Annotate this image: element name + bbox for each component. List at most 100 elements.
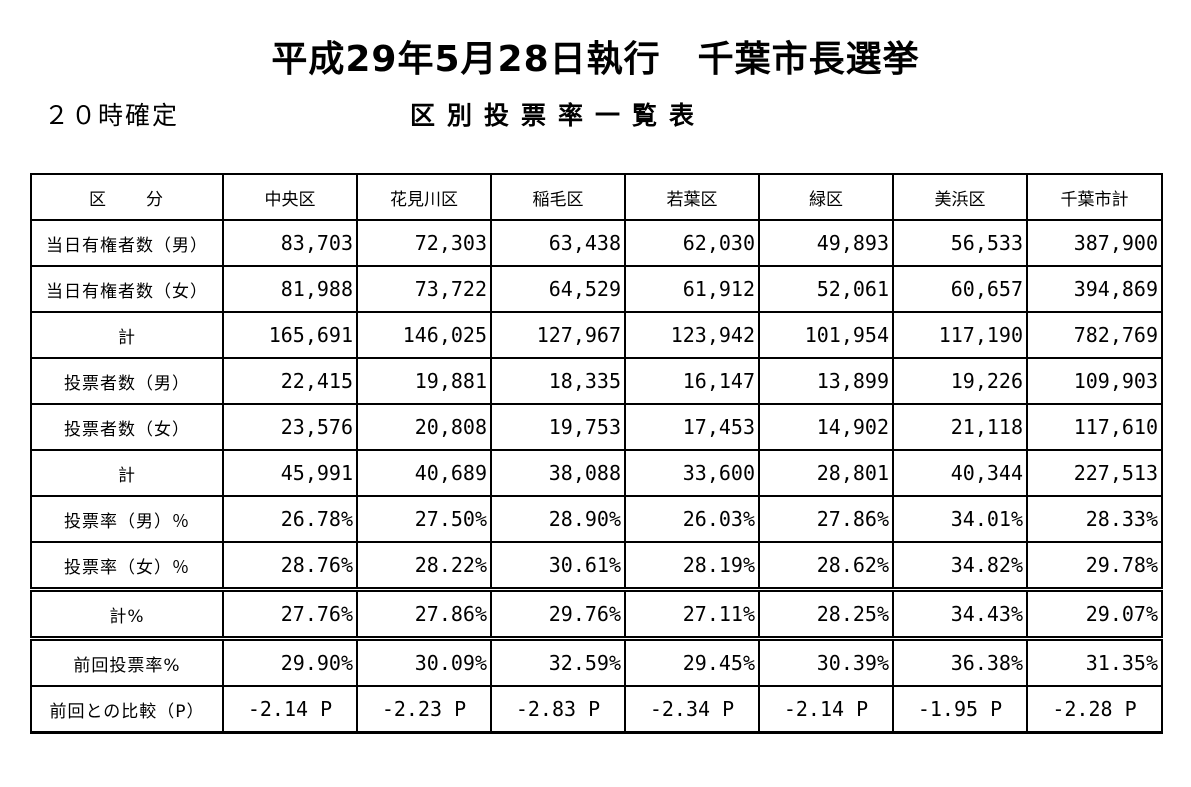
table-cell: 30.09% (356, 636, 492, 687)
table-row: 投票者数（女） 23,576 20,808 19,753 17,453 14,902 21,… (30, 403, 1163, 451)
column-header-inage: 稲毛区 (490, 173, 626, 221)
table-cell: 28.25% (758, 587, 894, 640)
column-header-wakaba: 若葉区 (624, 173, 760, 221)
table-cell: 27.86% (758, 495, 894, 543)
table-cell: 16,147 (624, 357, 760, 405)
table-cell: 146,025 (356, 311, 492, 359)
table-cell: 30.61% (490, 541, 626, 591)
table-cell: 31.35% (1026, 636, 1163, 687)
table-cell: 29.07% (1026, 587, 1163, 640)
table-cell: -2.28 P (1026, 685, 1163, 734)
row-label: 前回投票率% (30, 636, 224, 687)
table-cell: 28.33% (1026, 495, 1163, 543)
table-row: 当日有権者数（女） 81,988 73,722 64,529 61,912 52,061 6… (30, 265, 1163, 313)
table-row: 当日有権者数（男） 83,703 72,303 63,438 62,030 49,893 5… (30, 219, 1163, 267)
row-label: 投票率（男）％ (30, 495, 224, 543)
table-cell: 101,954 (758, 311, 894, 359)
table-cell: 29.45% (624, 636, 760, 687)
table-cell: 40,689 (356, 449, 492, 497)
table-cell: 19,226 (892, 357, 1028, 405)
table-cell: 28.90% (490, 495, 626, 543)
table-cell: 27.76% (222, 587, 358, 640)
table-cell: 17,453 (624, 403, 760, 451)
table-cell: 30.39% (758, 636, 894, 687)
table-cell: 49,893 (758, 219, 894, 267)
table-cell: -2.23 P (356, 685, 492, 734)
table-cell: 13,899 (758, 357, 894, 405)
table-cell: 109,903 (1026, 357, 1163, 405)
row-label: 投票者数（男） (30, 357, 224, 405)
table-cell: 72,303 (356, 219, 492, 267)
table-row: 投票者数（男） 22,415 19,881 18,335 16,147 13,899 19,… (30, 357, 1163, 405)
table-cell: 29.90% (222, 636, 358, 687)
table-cell: 33,600 (624, 449, 760, 497)
table-cell: 29.76% (490, 587, 626, 640)
table-cell: 782,769 (1026, 311, 1163, 359)
table-cell: 83,703 (222, 219, 358, 267)
table-row: 前回投票率% 29.90% 30.09% 32.59% 29.45% 30.39% 36.3… (30, 636, 1163, 687)
table-cell: 34.43% (892, 587, 1028, 640)
table-cell: 14,902 (758, 403, 894, 451)
row-label: 投票率（女）％ (30, 541, 224, 591)
row-label: 計% (30, 587, 224, 640)
table-cell: 34.82% (892, 541, 1028, 591)
table-cell: 81,988 (222, 265, 358, 313)
table-cell: -2.14 P (758, 685, 894, 734)
row-label: 当日有権者数（男） (30, 219, 224, 267)
table-cell: 19,753 (490, 403, 626, 451)
table-cell: 28.76% (222, 541, 358, 591)
table-cell: 45,991 (222, 449, 358, 497)
table-cell: 23,576 (222, 403, 358, 451)
table-cell: 64,529 (490, 265, 626, 313)
table-cell: 165,691 (222, 311, 358, 359)
table-cell: 63,438 (490, 219, 626, 267)
page-title: 平成29年5月28日執行 千葉市長選挙 (271, 39, 920, 80)
table-cell: 18,335 (490, 357, 626, 405)
column-header-mihama: 美浜区 (892, 173, 1028, 221)
table-cell: 227,513 (1026, 449, 1163, 497)
table-row: 投票率（女）％ 28.76% 28.22% 30.61% 28.19% 28.62% 34.… (30, 541, 1163, 591)
table-cell: 21,118 (892, 403, 1028, 451)
table-header-row: 区 分 中央区 花見川区 稲毛区 若葉区 緑区 美浜区 千葉市計 (30, 173, 1163, 221)
table-cell: 394,869 (1026, 265, 1163, 313)
row-label: 前回との比較（P） (30, 685, 224, 734)
table-cell: 22,415 (222, 357, 358, 405)
table-cell: 28.19% (624, 541, 760, 591)
table-cell: -1.95 P (892, 685, 1028, 734)
table-cell: 26.78% (222, 495, 358, 543)
table-cell: 28.62% (758, 541, 894, 591)
row-label: 計 (30, 311, 224, 359)
table-cell: 29.78% (1026, 541, 1163, 591)
table-cell: 117,190 (892, 311, 1028, 359)
table-cell: -2.83 P (490, 685, 626, 734)
table-cell: -2.34 P (624, 685, 760, 734)
table-cell: 56,533 (892, 219, 1028, 267)
table-row: 前回との比較（P） -2.14 P -2.23 P -2.83 P -2.34 P -2.… (30, 685, 1163, 734)
turnout-table: 区 分 中央区 花見川区 稲毛区 若葉区 緑区 美浜区 千葉市計 当日有権者数（… (30, 173, 1163, 734)
table-cell: 61,912 (624, 265, 760, 313)
table-cell: 387,900 (1026, 219, 1163, 267)
table-cell: 27.50% (356, 495, 492, 543)
table-cell: 28,801 (758, 449, 894, 497)
row-label: 投票者数（女） (30, 403, 224, 451)
row-label: 当日有権者数（女） (30, 265, 224, 313)
column-header-category: 区 分 (30, 173, 224, 221)
column-header-chuo: 中央区 (222, 173, 358, 221)
table-cell: 19,881 (356, 357, 492, 405)
table-cell: 27.86% (356, 587, 492, 640)
status-label: ２０時確定 (44, 101, 180, 130)
row-label: 計 (30, 449, 224, 497)
table-cell: 60,657 (892, 265, 1028, 313)
table-cell: 127,967 (490, 311, 626, 359)
table-cell: 40,344 (892, 449, 1028, 497)
table-cell: 36.38% (892, 636, 1028, 687)
table-row: 投票率（男）％ 26.78% 27.50% 28.90% 26.03% 27.86% 34.… (30, 495, 1163, 543)
table-cell: 38,088 (490, 449, 626, 497)
table-cell: 20,808 (356, 403, 492, 451)
table-row: 計 165,691 146,025 127,967 123,942 101,954 117,… (30, 311, 1163, 359)
table-row: 計% 27.76% 27.86% 29.76% 27.11% 28.25% 34.43% 29… (30, 587, 1163, 640)
column-header-total: 千葉市計 (1026, 173, 1163, 221)
table-row: 計 45,991 40,689 38,088 33,600 28,801 40,344 227… (30, 449, 1163, 497)
table-cell: 26.03% (624, 495, 760, 543)
table-cell: 73,722 (356, 265, 492, 313)
